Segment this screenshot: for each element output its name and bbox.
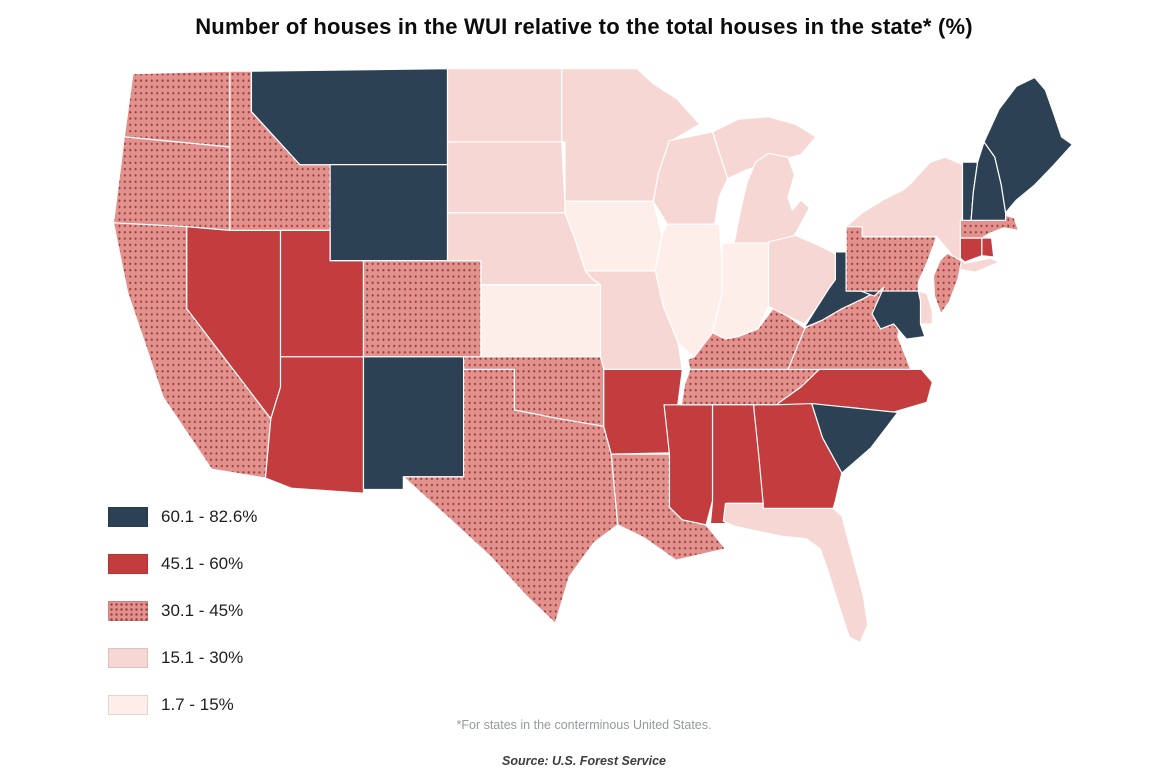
state-ms [664, 405, 712, 525]
state-md [857, 287, 925, 339]
state-wa [124, 71, 230, 147]
legend-label: 60.1 - 82.6% [161, 506, 258, 526]
legend-item: 15.1 - 30% [108, 647, 257, 668]
state-mi [734, 153, 809, 243]
footnote: *For states in the conterminous United S… [456, 718, 712, 732]
legend-label: 30.1 - 45% [161, 600, 244, 620]
state-nj [933, 253, 961, 314]
chart-title: Number of houses in the WUI relative to … [195, 14, 973, 39]
state-nm [363, 357, 463, 490]
state-co [363, 261, 480, 357]
legend-item: 30.1 - 45% [108, 600, 257, 621]
state-tx [403, 369, 617, 623]
state-ct [960, 238, 982, 262]
legend-label: 1.7 - 15% [161, 694, 234, 714]
legend: 60.1 - 82.6% 45.1 - 60% 30.1 - 45% 15.1 - 3… [108, 506, 257, 741]
state-wy [330, 165, 447, 261]
legend-item: 1.7 - 15% [108, 694, 257, 715]
legend-item: 60.1 - 82.6% [108, 506, 257, 527]
state-mi [713, 117, 816, 179]
legend-swatch [108, 694, 148, 715]
state-fl [723, 503, 867, 642]
state-az [265, 357, 363, 493]
state-ri [982, 238, 994, 257]
legend-swatch [108, 647, 148, 668]
state-ks [481, 285, 601, 357]
state-sd [448, 142, 565, 213]
legend-swatch [108, 506, 148, 527]
state-or [114, 137, 230, 231]
source-credit: Source: U.S. Forest Service [502, 754, 666, 768]
legend-item: 45.1 - 60% [108, 553, 257, 574]
legend-label: 15.1 - 30% [161, 647, 244, 667]
state-ar [604, 369, 683, 454]
state-nd [448, 69, 562, 142]
legend-label: 45.1 - 60% [161, 553, 244, 573]
state-me [984, 77, 1072, 212]
legend-swatch [108, 600, 148, 621]
us-choropleth-map [106, 56, 1081, 650]
legend-swatch [108, 553, 148, 574]
